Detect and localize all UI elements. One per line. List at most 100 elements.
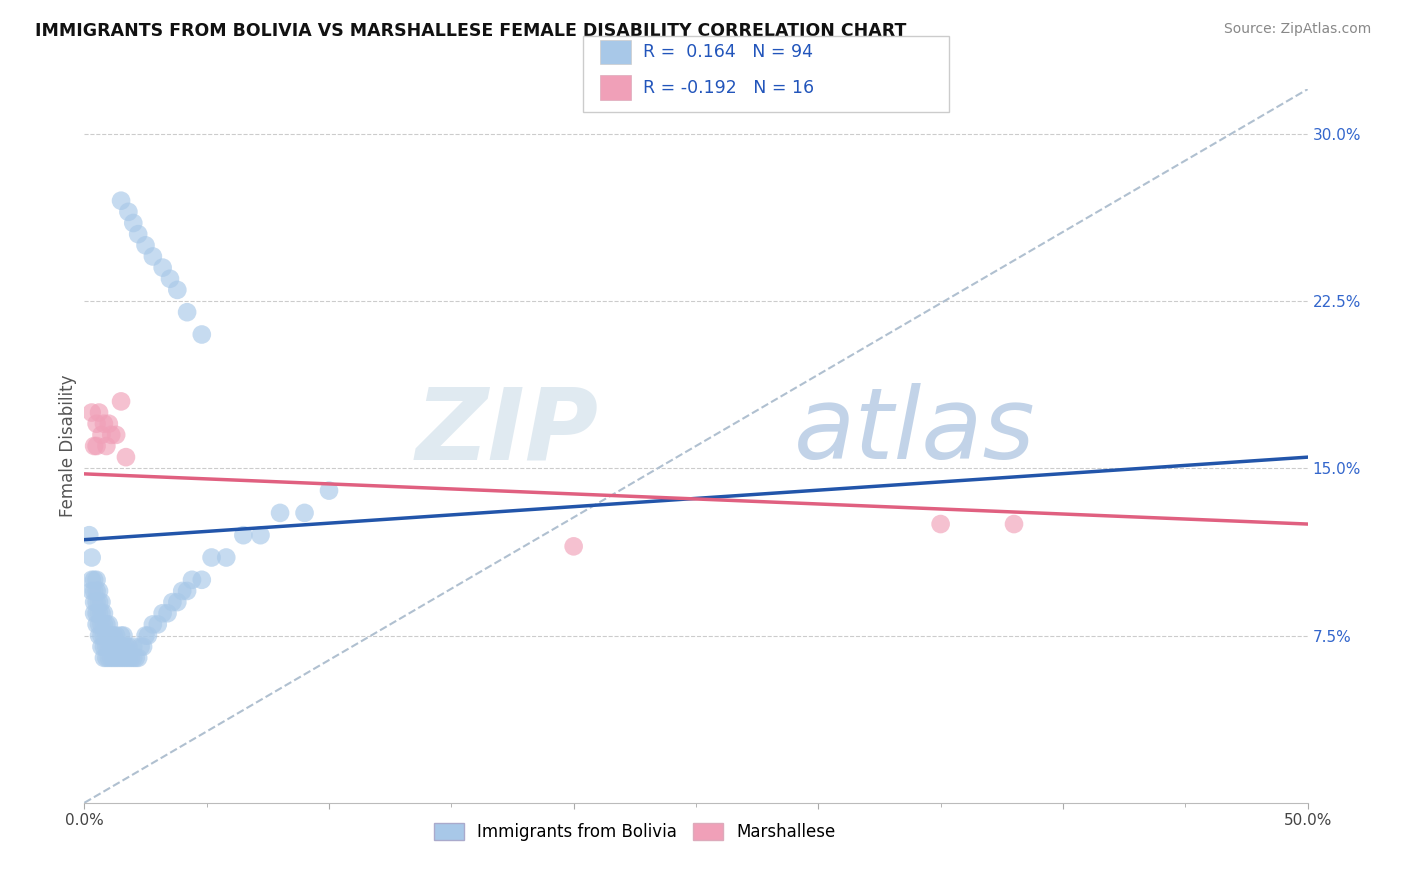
Point — [122, 216, 145, 230]
Text: atlas: atlas — [794, 384, 1035, 480]
Point — [97, 417, 120, 431]
Point — [96, 628, 118, 642]
Point — [103, 628, 125, 642]
Point — [122, 651, 145, 665]
Point — [83, 607, 105, 621]
Point — [83, 595, 105, 609]
Point — [93, 617, 115, 632]
Point — [80, 573, 103, 587]
Point — [87, 583, 110, 598]
Point — [125, 651, 148, 665]
Point — [105, 640, 128, 654]
Point — [162, 595, 184, 609]
Point — [318, 483, 340, 498]
Point — [86, 617, 108, 632]
Point — [80, 583, 103, 598]
Point — [87, 595, 110, 609]
Point — [152, 260, 174, 275]
Point — [135, 628, 157, 642]
Point — [122, 640, 145, 654]
Point — [100, 651, 122, 665]
Point — [135, 238, 157, 252]
Point — [83, 439, 105, 453]
Point — [90, 607, 112, 621]
Point — [115, 450, 138, 464]
Point — [93, 651, 115, 665]
Point — [96, 651, 118, 665]
Point — [127, 651, 149, 665]
Point — [90, 617, 112, 632]
Point — [100, 628, 122, 642]
Point — [269, 506, 291, 520]
Point — [87, 607, 110, 621]
Point — [166, 283, 188, 297]
Point — [294, 506, 316, 520]
Point — [100, 640, 122, 654]
Point — [87, 617, 110, 632]
Point — [110, 628, 132, 642]
Point — [136, 628, 159, 642]
Point — [80, 550, 103, 565]
Point — [215, 550, 238, 565]
Point — [105, 628, 128, 642]
Point — [117, 640, 139, 654]
Point — [96, 439, 118, 453]
Point — [562, 539, 585, 553]
Point — [191, 327, 214, 342]
Point — [77, 528, 100, 542]
Point — [90, 595, 112, 609]
Text: ZIP: ZIP — [415, 384, 598, 480]
Point — [232, 528, 254, 542]
Point — [152, 607, 174, 621]
Point — [86, 607, 108, 621]
Point — [115, 640, 138, 654]
Point — [105, 427, 128, 442]
Point — [110, 194, 132, 208]
Point — [87, 405, 110, 419]
Point — [83, 583, 105, 598]
Point — [129, 640, 152, 654]
Point — [83, 573, 105, 587]
Point — [110, 651, 132, 665]
Text: IMMIGRANTS FROM BOLIVIA VS MARSHALLESE FEMALE DISABILITY CORRELATION CHART: IMMIGRANTS FROM BOLIVIA VS MARSHALLESE F… — [35, 22, 907, 40]
Point — [117, 651, 139, 665]
Point — [105, 651, 128, 665]
Point — [90, 628, 112, 642]
Point — [86, 573, 108, 587]
Point — [97, 640, 120, 654]
Y-axis label: Female Disability: Female Disability — [59, 375, 77, 517]
Point — [93, 417, 115, 431]
Point — [117, 204, 139, 219]
Point — [146, 617, 169, 632]
Point — [181, 573, 204, 587]
Point — [103, 651, 125, 665]
Point — [90, 427, 112, 442]
Legend: Immigrants from Bolivia, Marshallese: Immigrants from Bolivia, Marshallese — [427, 816, 842, 848]
Point — [97, 628, 120, 642]
Point — [191, 573, 214, 587]
Point — [90, 640, 112, 654]
Point — [86, 583, 108, 598]
Point — [142, 617, 165, 632]
Point — [87, 628, 110, 642]
Text: Source: ZipAtlas.com: Source: ZipAtlas.com — [1223, 22, 1371, 37]
Point — [159, 271, 181, 285]
Point — [127, 227, 149, 241]
Point — [110, 640, 132, 654]
Point — [96, 617, 118, 632]
Text: R = -0.192   N = 16: R = -0.192 N = 16 — [643, 78, 814, 96]
Point — [1002, 516, 1025, 531]
Point — [107, 640, 129, 654]
Point — [112, 640, 135, 654]
Point — [200, 550, 222, 565]
Point — [132, 640, 155, 654]
Point — [80, 405, 103, 419]
Text: R =  0.164   N = 94: R = 0.164 N = 94 — [643, 43, 813, 61]
Point — [110, 394, 132, 409]
Point — [172, 583, 194, 598]
Point — [112, 651, 135, 665]
Point — [86, 595, 108, 609]
Point — [166, 595, 188, 609]
Point — [142, 249, 165, 264]
Point — [176, 305, 198, 319]
